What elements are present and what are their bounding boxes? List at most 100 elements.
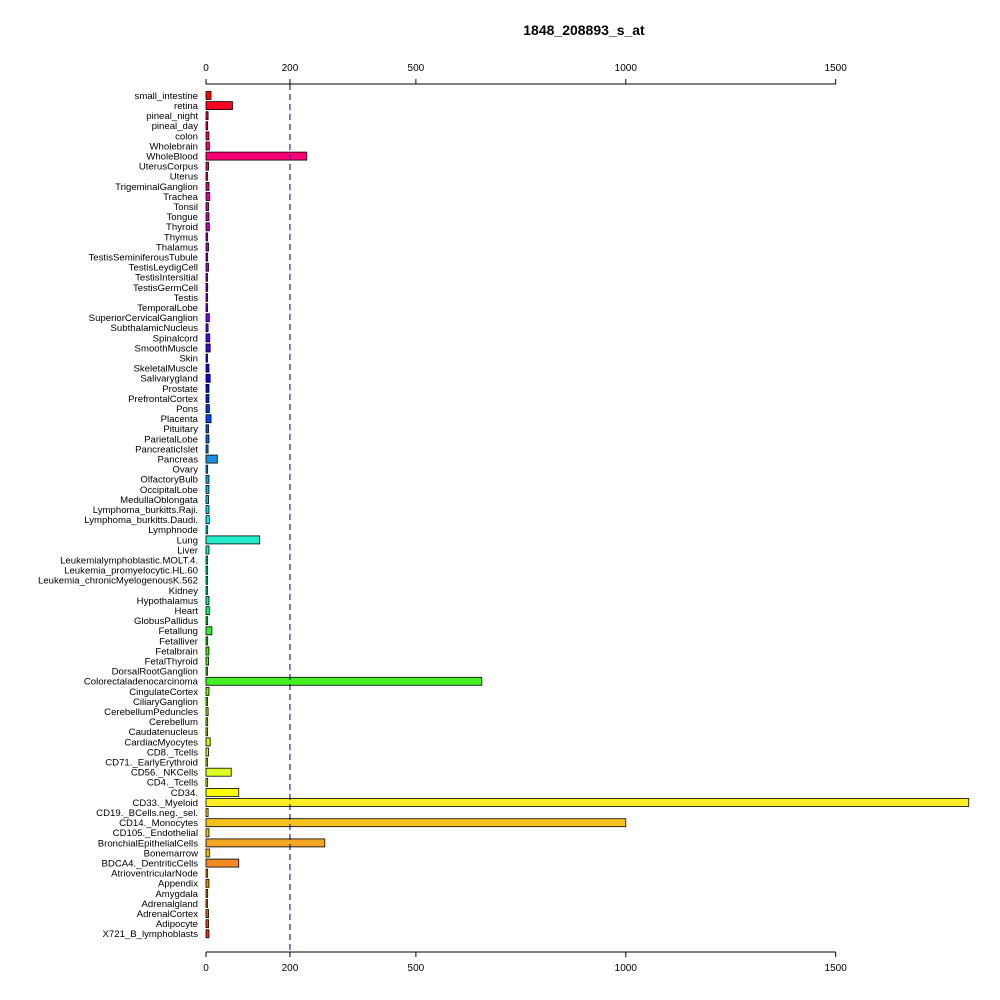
- category-label: Lymphoma_burkitts.Raji.: [93, 505, 198, 516]
- bar: [205, 889, 209, 898]
- bar: [205, 242, 209, 252]
- bar: [205, 575, 208, 585]
- bar: [205, 434, 210, 444]
- bar: [205, 606, 210, 615]
- category-label: Leukemialymphoblastic.MOLT.4.: [60, 556, 198, 567]
- category-label: BronchialEpithelialCells: [98, 838, 198, 849]
- bar: [205, 545, 210, 555]
- bar: [205, 131, 210, 141]
- category-label: Fetalliver: [159, 636, 199, 647]
- x-tick-label-top: 500: [408, 63, 425, 74]
- category-label: Caudatenucleus: [129, 727, 199, 738]
- x-tick-label-bottom: 1000: [615, 963, 638, 974]
- bar: [205, 767, 232, 777]
- bar: [205, 414, 212, 424]
- bar: [205, 565, 209, 575]
- category-label: Hypothalamus: [137, 596, 199, 607]
- bar: [205, 848, 210, 858]
- category-label: Prostate: [162, 384, 198, 395]
- bar: [205, 141, 210, 151]
- chart-title: 1848_208893_s_at: [523, 22, 645, 38]
- category-label: Fetalbrain: [155, 646, 198, 657]
- category-label: OlfactoryBulb: [140, 475, 198, 486]
- bar: [205, 353, 208, 363]
- bar: [205, 777, 209, 787]
- category-label: FetalThyroid: [145, 657, 198, 668]
- category-label: Fetallung: [159, 626, 198, 637]
- x-tick-label-top: 1500: [825, 63, 848, 74]
- category-label: Lymphoma_burkitts.Daudi.: [84, 515, 198, 526]
- category-label: MedullaOblongata: [120, 495, 199, 506]
- x-tick-label-top: 0: [203, 63, 209, 74]
- bar: [205, 747, 209, 757]
- bar: [205, 687, 210, 696]
- category-label: Uterus: [170, 172, 198, 183]
- bar: [205, 343, 211, 353]
- bar: [205, 424, 209, 434]
- bar: [205, 151, 308, 161]
- bar: [205, 596, 210, 605]
- bar: [205, 697, 208, 706]
- category-label: CD34.: [171, 788, 198, 799]
- bar: [205, 323, 209, 333]
- category-label: OccipitalLobe: [140, 485, 198, 496]
- bar: [205, 262, 209, 272]
- bar: [205, 202, 209, 212]
- bar: [205, 252, 209, 262]
- category-label: Cerebellum: [149, 717, 198, 728]
- category-label: CD4._Tcells: [147, 778, 198, 789]
- bar: [205, 313, 210, 323]
- bar: [205, 555, 208, 565]
- category-label: DorsalRootGanglion: [112, 667, 198, 678]
- category-label: GlobusPallidus: [134, 616, 198, 627]
- bar: [205, 586, 208, 595]
- category-label: TestisSeminiferousTubule: [89, 253, 199, 264]
- bar: [205, 868, 209, 878]
- bar: [205, 121, 209, 131]
- category-label: CardiacMyocytes: [124, 737, 198, 748]
- category-label: Liver: [177, 545, 199, 556]
- category-label: Bonemarrow: [144, 848, 198, 859]
- category-label: Ovary: [172, 465, 198, 476]
- category-label: WholeBlood: [146, 152, 198, 163]
- category-label: ParietalLobe: [144, 434, 198, 445]
- bar: [205, 171, 208, 181]
- category-label: BDCA4._DentriticCells: [102, 859, 199, 870]
- category-label: Wholebrain: [149, 141, 198, 152]
- bar: [205, 101, 233, 110]
- bar: [205, 666, 208, 676]
- bar: [205, 303, 208, 313]
- bar: [205, 383, 210, 393]
- category-label: pineal_day: [152, 121, 199, 132]
- bar: [205, 656, 209, 666]
- category-label: Colorectaladenocarcinoma: [84, 677, 199, 688]
- category-label: CD8._Tcells: [147, 747, 198, 758]
- category-label: Pons: [176, 404, 198, 415]
- bar: [205, 91, 212, 100]
- bar: [205, 404, 210, 414]
- bar: [205, 838, 326, 848]
- bar: [205, 646, 210, 656]
- category-label: TestisIntersitial: [135, 273, 198, 284]
- bar: [205, 333, 211, 343]
- bar: [205, 464, 209, 474]
- category-label: UterusCorpus: [139, 162, 198, 173]
- category-label: pineal_night: [146, 111, 198, 122]
- category-label: SmoothMuscle: [135, 343, 198, 354]
- category-label: Lymphnode: [148, 525, 198, 536]
- category-label: Lung: [177, 535, 198, 546]
- category-label: Pituitary: [163, 424, 198, 435]
- bar: [205, 161, 209, 171]
- x-tick-label-bottom: 0: [203, 963, 209, 974]
- category-label: retina: [174, 101, 199, 112]
- category-label: Thymus: [164, 232, 198, 243]
- x-tick-label-bottom: 200: [282, 963, 299, 974]
- x-axis-bottom: 0 200 500 1000 1500: [203, 951, 847, 974]
- bar: [205, 757, 208, 767]
- bar: [205, 676, 483, 686]
- category-label: PancreaticIslet: [135, 444, 198, 455]
- bar: [205, 626, 213, 636]
- category-label: Spinalcord: [153, 333, 198, 344]
